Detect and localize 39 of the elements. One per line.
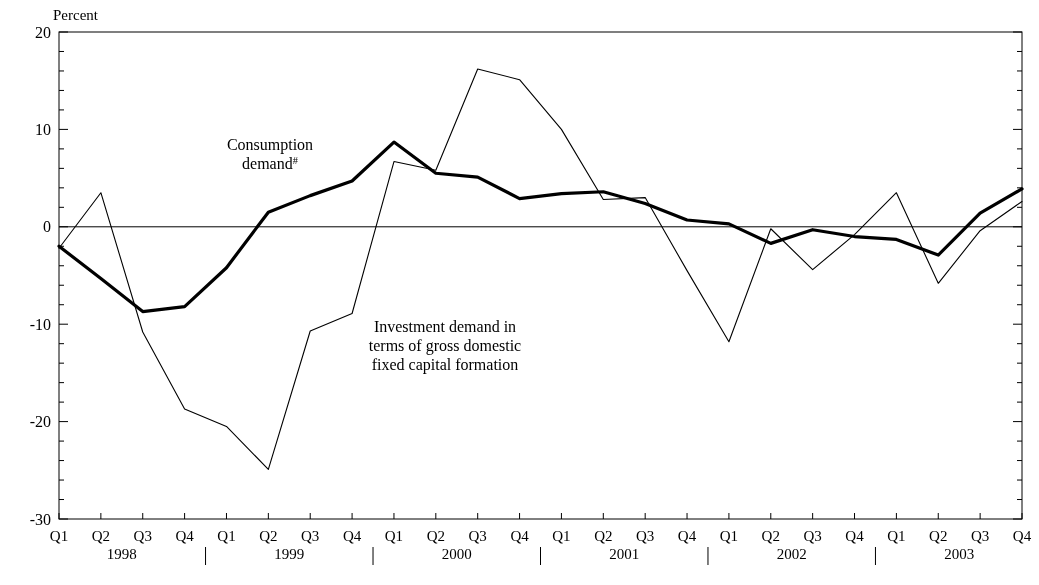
x-tick-label: Q3 (133, 528, 152, 544)
x-tick-label: Q1 (217, 528, 236, 544)
x-tick-label: Q3 (468, 528, 487, 544)
x-tick-label: Q3 (636, 528, 655, 544)
x-tick-label: Q2 (929, 528, 948, 544)
x-tick-label: Q4 (1012, 528, 1032, 544)
text: 2002 (776, 546, 807, 562)
x-tick-label: Q4 (175, 528, 195, 544)
y-tick-label: 20 (35, 23, 51, 41)
x-tick-label: Q3 (803, 528, 822, 544)
x-tick-label: Q4 (845, 528, 865, 544)
y-tick-label: 0 (43, 218, 51, 236)
text: 2000 (441, 546, 472, 562)
y-tick-label: -10 (29, 315, 51, 333)
text: 1999 (274, 546, 305, 562)
x-tick-label: Q4 (677, 528, 697, 544)
x-tick-label: Q1 (49, 528, 69, 544)
series-label: Investment demand in terms of gross domestic fixed capital formation (368, 318, 522, 374)
series-label: Consumption demand$^{#}$ (226, 136, 314, 172)
y-tick-label: -20 (29, 413, 51, 431)
x-tick-label: Q4 (342, 528, 362, 544)
x-tick-label: Q1 (887, 528, 906, 544)
x-tick-label: Q4 (510, 528, 530, 544)
x-tick-label: Q2 (594, 528, 613, 544)
x-tick-label: Q2 (91, 528, 111, 544)
x-tick-label: Q2 (761, 528, 780, 544)
x-tick-label: Q1 (552, 528, 571, 544)
y-axis-title: Percent (53, 7, 99, 23)
y-tick-label: -30 (29, 510, 51, 528)
x-tick-label: Q2 (426, 528, 445, 544)
y-tick-label: 10 (35, 121, 51, 138)
x-tick-label: Q3 (301, 528, 320, 544)
x-tick-label: Q1 (384, 528, 404, 544)
x-tick-label: Q2 (259, 528, 278, 544)
x-tick-label: Q3 (970, 528, 990, 544)
text: 1998 (106, 546, 137, 562)
text: 2001 (609, 546, 640, 562)
text: 2003 (944, 546, 975, 562)
x-tick-label: Q1 (719, 528, 739, 544)
